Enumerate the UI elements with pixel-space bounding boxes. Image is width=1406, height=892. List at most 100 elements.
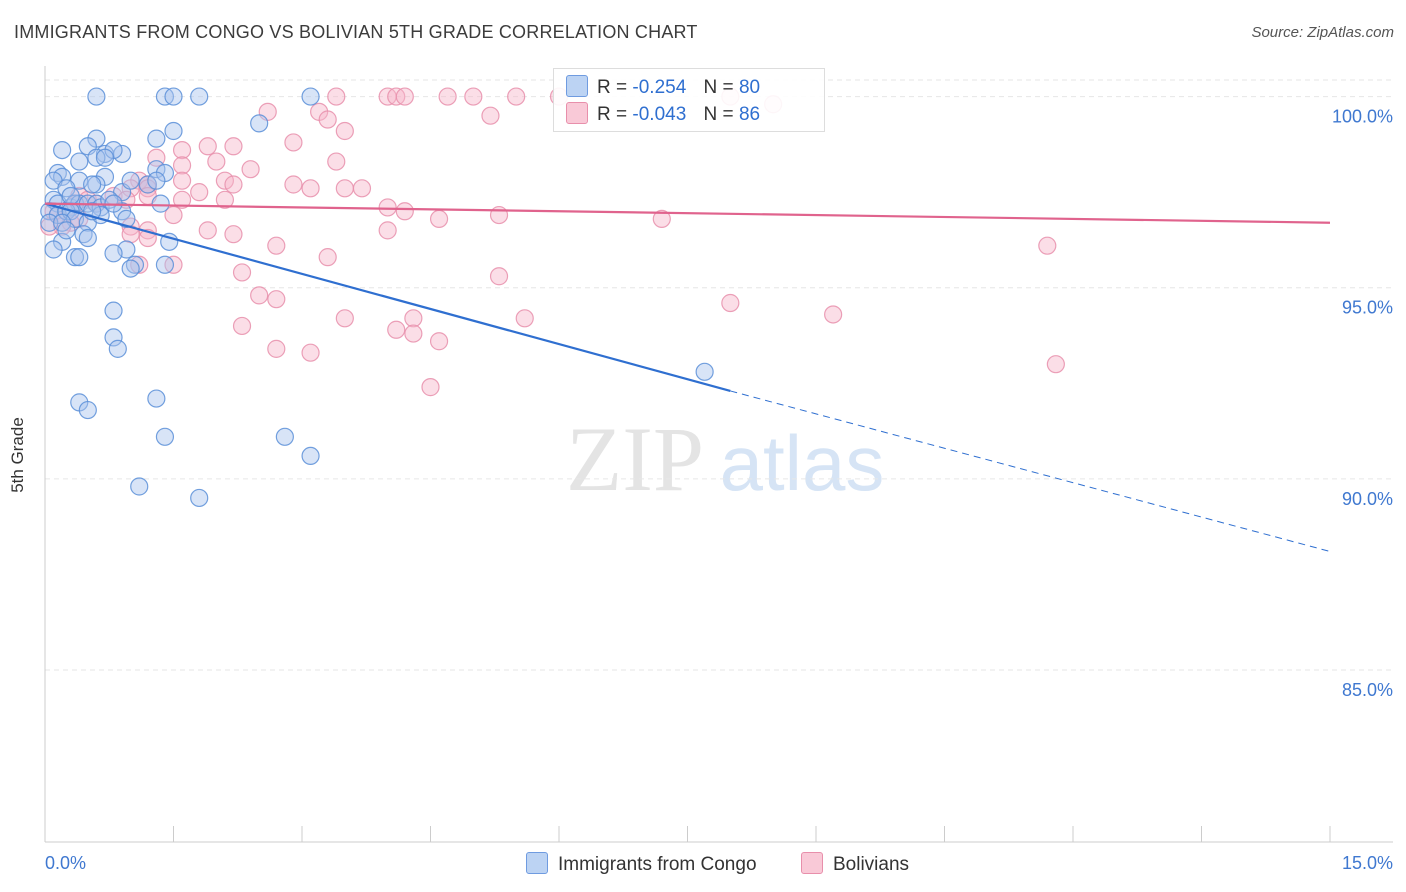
- bolivians-point: [172, 171, 192, 190]
- bottom-legend-swatch-congo: [526, 852, 548, 874]
- congo-point: [121, 259, 140, 278]
- bolivians-point: [481, 106, 500, 125]
- bolivians-points: [40, 87, 1065, 397]
- bolivians-point: [395, 202, 414, 221]
- legend-n-value-congo: 80: [738, 77, 761, 98]
- watermark-atlas: atlas: [720, 419, 885, 507]
- congo-point: [78, 400, 97, 420]
- y-tick-label: 95.0%: [1342, 298, 1393, 318]
- legend-n-label: N =: [703, 77, 734, 98]
- bottom-legend-congo: Immigrants from Congo: [526, 852, 757, 876]
- x-tick-labels: 0.0% 15.0%: [45, 853, 1393, 873]
- legend-r-value-bolivians: -0.043: [632, 104, 687, 125]
- bolivians-point: [172, 140, 192, 160]
- legend-r-label: R =: [597, 104, 628, 125]
- legend-swatch-bolivians: [566, 102, 588, 124]
- legend-swatch-congo: [566, 75, 588, 97]
- congo-point: [95, 148, 115, 167]
- correlation-legend: R = -0.254 N = 80 R = -0.043 N = 86: [553, 68, 825, 132]
- bolivians-point: [284, 175, 303, 194]
- bolivians-point: [284, 133, 303, 152]
- congo-point: [70, 152, 89, 171]
- bolivians-point: [250, 286, 269, 305]
- congo-point: [104, 328, 123, 347]
- watermark-zip: ZIP: [566, 408, 704, 510]
- congo-point: [44, 240, 63, 259]
- congo-point: [104, 244, 123, 263]
- congo-point: [78, 228, 97, 248]
- y-tick-label: 90.0%: [1342, 489, 1393, 509]
- congo-point: [147, 171, 166, 190]
- legend-row-bolivians: R = -0.043 N = 86: [566, 102, 760, 128]
- bolivians-point: [429, 209, 449, 229]
- watermark: ZIP atlas: [566, 408, 884, 510]
- bolivians-point: [232, 316, 252, 336]
- y-tick-labels: 85.0% 90.0% 95.0% 100.0%: [1332, 107, 1393, 700]
- legend-n-label: N =: [703, 104, 734, 125]
- bolivians-point: [232, 263, 252, 282]
- congo-point: [57, 221, 76, 240]
- congo-point: [108, 339, 127, 358]
- bolivians-point: [327, 87, 346, 106]
- congo-point: [164, 87, 183, 106]
- congo-point: [147, 389, 166, 408]
- bolivians-point: [172, 156, 192, 175]
- bolivians-point: [327, 152, 346, 171]
- congo-point: [275, 427, 294, 446]
- bolivians-point: [404, 324, 423, 343]
- bolivians-point: [215, 171, 234, 190]
- bolivians-point: [224, 175, 243, 194]
- bolivians-point: [318, 248, 337, 267]
- congo-point: [53, 167, 72, 186]
- congo-point: [301, 87, 320, 106]
- bolivians-point: [224, 137, 243, 156]
- bolivians-point: [378, 221, 397, 240]
- bolivians-point: [515, 309, 534, 328]
- congo-point: [250, 114, 269, 133]
- bolivians-point: [172, 190, 192, 209]
- bolivians-point: [241, 160, 260, 179]
- congo-point: [155, 427, 175, 446]
- source-label: Source: ZipAtlas.com: [1251, 24, 1394, 41]
- congo-point: [190, 488, 209, 508]
- bolivians-point: [224, 225, 243, 244]
- congo-trend-line: [44, 202, 731, 392]
- bolivians-point: [335, 121, 354, 141]
- bolivians-point: [267, 290, 286, 309]
- congo-point: [117, 209, 136, 229]
- congo-point: [695, 362, 714, 381]
- bolivians-point: [429, 332, 449, 351]
- bolivians-point: [215, 190, 234, 209]
- congo-point: [87, 175, 106, 194]
- trend-lines: [44, 202, 1331, 552]
- y-tick-label: 85.0%: [1342, 680, 1393, 700]
- bolivians-point: [335, 179, 354, 198]
- congo-point: [301, 446, 320, 466]
- bolivians-trend-line: [44, 202, 1331, 224]
- congo-point: [40, 213, 59, 232]
- y-tick-label: 100.0%: [1332, 107, 1393, 127]
- bolivians-point: [721, 293, 740, 313]
- bolivians-point: [421, 378, 440, 397]
- bolivians-point: [335, 309, 354, 328]
- congo-point: [155, 255, 175, 274]
- bottom-legend-bolivians: Bolivians: [801, 852, 909, 876]
- congo-point: [53, 140, 72, 160]
- bolivians-point: [438, 87, 457, 106]
- bolivians-point: [824, 305, 843, 324]
- axes: [44, 66, 1393, 843]
- bolivians-point: [130, 255, 149, 274]
- bolivians-point: [507, 87, 526, 106]
- congo-point: [147, 129, 166, 148]
- bolivians-point: [198, 221, 217, 240]
- congo-point: [70, 248, 89, 267]
- bolivians-point: [207, 152, 226, 171]
- legend-row-congo: R = -0.254 N = 80: [566, 75, 760, 101]
- legend-r-label: R =: [597, 77, 628, 98]
- bolivians-point: [190, 183, 209, 202]
- bolivians-point: [301, 179, 320, 198]
- chart-title: IMMIGRANTS FROM CONGO VS BOLIVIAN 5TH GR…: [14, 22, 698, 42]
- congo-point: [83, 175, 102, 194]
- bolivians-point: [404, 309, 423, 328]
